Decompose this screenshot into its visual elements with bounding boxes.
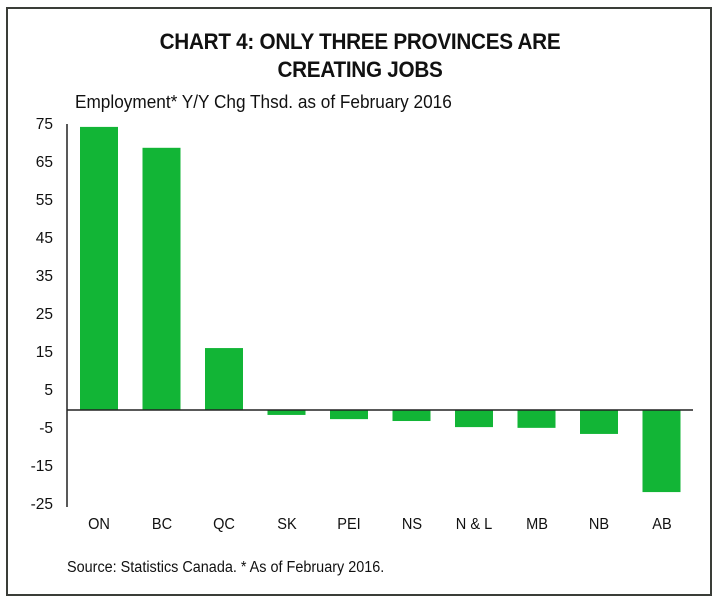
- bar-n-l: [455, 410, 493, 428]
- bar-qc: [205, 348, 243, 410]
- y-tick-label: -25: [30, 496, 53, 513]
- chart-title: CHART 4: ONLY THREE PROVINCES ARE CREATI…: [29, 28, 691, 84]
- bar-pei: [330, 410, 368, 420]
- x-tick-label: SK: [276, 516, 297, 533]
- y-tick-label: 55: [35, 192, 53, 209]
- y-tick-label: 65: [35, 154, 53, 171]
- y-tick-label: 5: [44, 382, 53, 399]
- y-tick-label: -5: [39, 420, 53, 437]
- bar-sk: [267, 410, 306, 415]
- y-tick-label: 45: [35, 230, 53, 247]
- x-tick-label: ON: [88, 516, 110, 533]
- x-tick-label: NS: [401, 516, 422, 533]
- y-tick-label: 15: [35, 344, 53, 361]
- x-tick-label: PEI: [337, 516, 361, 533]
- bar-on: [80, 126, 118, 411]
- x-tick-label: N & L: [455, 516, 493, 533]
- chart-frame: [6, 7, 712, 596]
- chart-title-line-2: CREATING JOBS: [277, 57, 443, 82]
- y-tick-label: 75: [35, 116, 53, 133]
- bar-mb: [517, 410, 556, 428]
- chart-title-line-1: CHART 4: ONLY THREE PROVINCES ARE: [159, 29, 561, 54]
- x-tick-label: QC: [213, 516, 235, 533]
- x-tick-label: MB: [525, 516, 548, 533]
- y-tick-label: -15: [30, 458, 53, 475]
- bar-ab: [642, 410, 681, 493]
- bar-ns: [392, 410, 431, 422]
- bar-bc: [142, 147, 181, 411]
- chart-subtitle: Employment* Y/Y Chg Thsd. as of February…: [75, 91, 452, 112]
- x-tick-label: NB: [588, 516, 610, 533]
- y-tick-label: 35: [35, 268, 53, 285]
- bar-nb: [580, 410, 618, 434]
- x-tick-label: BC: [151, 516, 172, 533]
- y-tick-label: 25: [35, 306, 53, 323]
- x-tick-label: AB: [651, 516, 672, 533]
- source-note: Source: Statistics Canada. * As of Febru…: [67, 559, 385, 576]
